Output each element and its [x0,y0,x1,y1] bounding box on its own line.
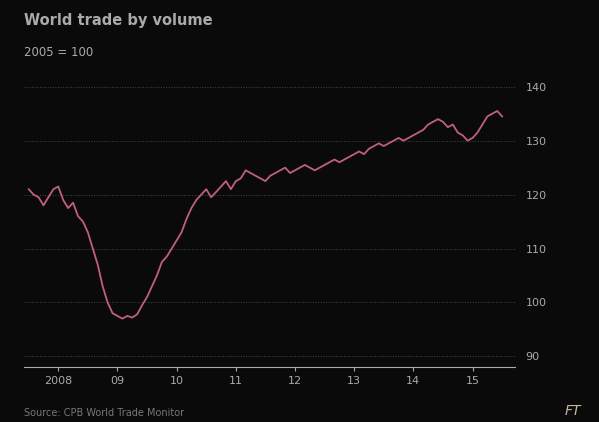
Text: 2005 = 100: 2005 = 100 [24,46,93,60]
Text: FT: FT [564,404,581,418]
Text: World trade by volume: World trade by volume [24,13,213,28]
Text: Source: CPB World Trade Monitor: Source: CPB World Trade Monitor [24,408,184,418]
